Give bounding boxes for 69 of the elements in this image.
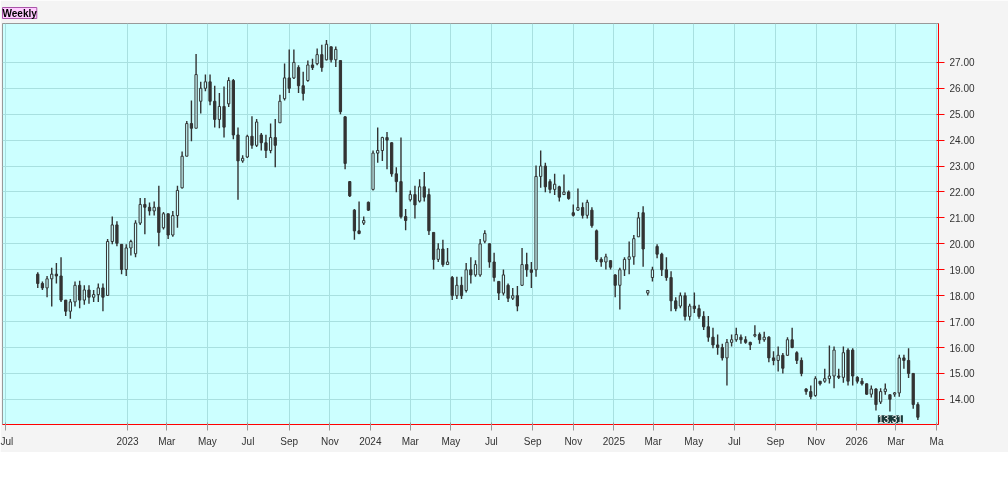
candlestick — [888, 393, 892, 413]
y-tick-label: 20.00 — [949, 238, 975, 250]
y-tick-label: 23.00 — [949, 161, 975, 173]
x-tick-label: 2024 — [359, 435, 382, 447]
candlestick — [282, 62, 287, 102]
y-tick-label: 17.00 — [949, 316, 975, 328]
candlestick — [227, 76, 231, 108]
candlestick — [753, 324, 757, 338]
candlestick — [254, 118, 259, 148]
x-tick-label: 2026 — [845, 435, 869, 447]
y-tick-label: 27.00 — [949, 57, 975, 69]
candlestick — [385, 131, 389, 170]
candlestick — [73, 280, 77, 308]
x-tick-label: May — [684, 435, 704, 447]
x-tick-label: Mar — [401, 435, 420, 447]
candlestick — [622, 256, 627, 277]
x-tick-label: Mar — [887, 435, 906, 447]
annotation: 13.31 — [877, 414, 904, 426]
x-tick-label: Sep — [523, 435, 543, 447]
y-tick-label: 22.00 — [949, 186, 975, 198]
candlestick — [515, 285, 520, 312]
y-tick-label: 25.00 — [949, 109, 975, 121]
candlestick — [268, 122, 273, 155]
x-tick-label: Jul — [0, 435, 14, 447]
candlestick — [725, 338, 729, 387]
x-tick-label: Mar — [158, 435, 177, 447]
x-tick-label: Sep — [766, 435, 785, 447]
x-tick-label: Nov — [807, 435, 825, 447]
y-tick-label: 26.00 — [949, 83, 975, 95]
x-tick-label: Nov — [564, 435, 583, 447]
candlestick — [278, 94, 282, 124]
y-tick-label: 16.00 — [949, 342, 975, 354]
x-tick-label: Nov — [320, 435, 339, 447]
candlestick — [576, 187, 580, 212]
candlestick — [301, 71, 305, 102]
candlestick — [87, 284, 91, 305]
x-tick-label: Jul — [485, 435, 498, 447]
candlestick — [352, 208, 357, 241]
y-tick-label: 14.00 — [949, 394, 975, 406]
candlestick — [813, 375, 818, 398]
candlestick — [711, 327, 715, 349]
x-tick-label: Ma — [929, 435, 944, 447]
candlestick — [683, 291, 687, 322]
x-tick-label: Sep — [280, 435, 299, 447]
candlestick — [413, 185, 417, 220]
candlestick — [874, 387, 878, 412]
x-tick-label: May — [197, 435, 217, 447]
x-tick-label: May — [441, 435, 461, 447]
y-tick-label: 18.00 — [949, 290, 975, 302]
x-tick-label: 2023 — [116, 435, 140, 447]
x-tick-label: Jul — [727, 435, 741, 447]
candlestick — [501, 268, 506, 297]
y-tick-label: 24.00 — [949, 135, 975, 147]
y-tick-label: 21.00 — [949, 212, 975, 224]
x-tick-label: Jul — [241, 435, 255, 447]
x-tick-label: 2025 — [602, 435, 626, 447]
candlestick — [357, 200, 361, 235]
y-tick-label: 15.00 — [949, 368, 975, 380]
y-tick-label: 19.00 — [949, 264, 975, 276]
candlestick — [296, 64, 301, 94]
candlestick — [520, 247, 524, 287]
candlestick — [222, 85, 226, 139]
x-tick-label: Mar — [644, 435, 663, 447]
candlestick — [827, 344, 832, 385]
chart-title: Weekly — [2, 7, 38, 19]
candlestick — [306, 59, 310, 83]
candlestick — [417, 178, 422, 204]
candlestick — [799, 356, 804, 377]
candlestick — [273, 118, 277, 169]
